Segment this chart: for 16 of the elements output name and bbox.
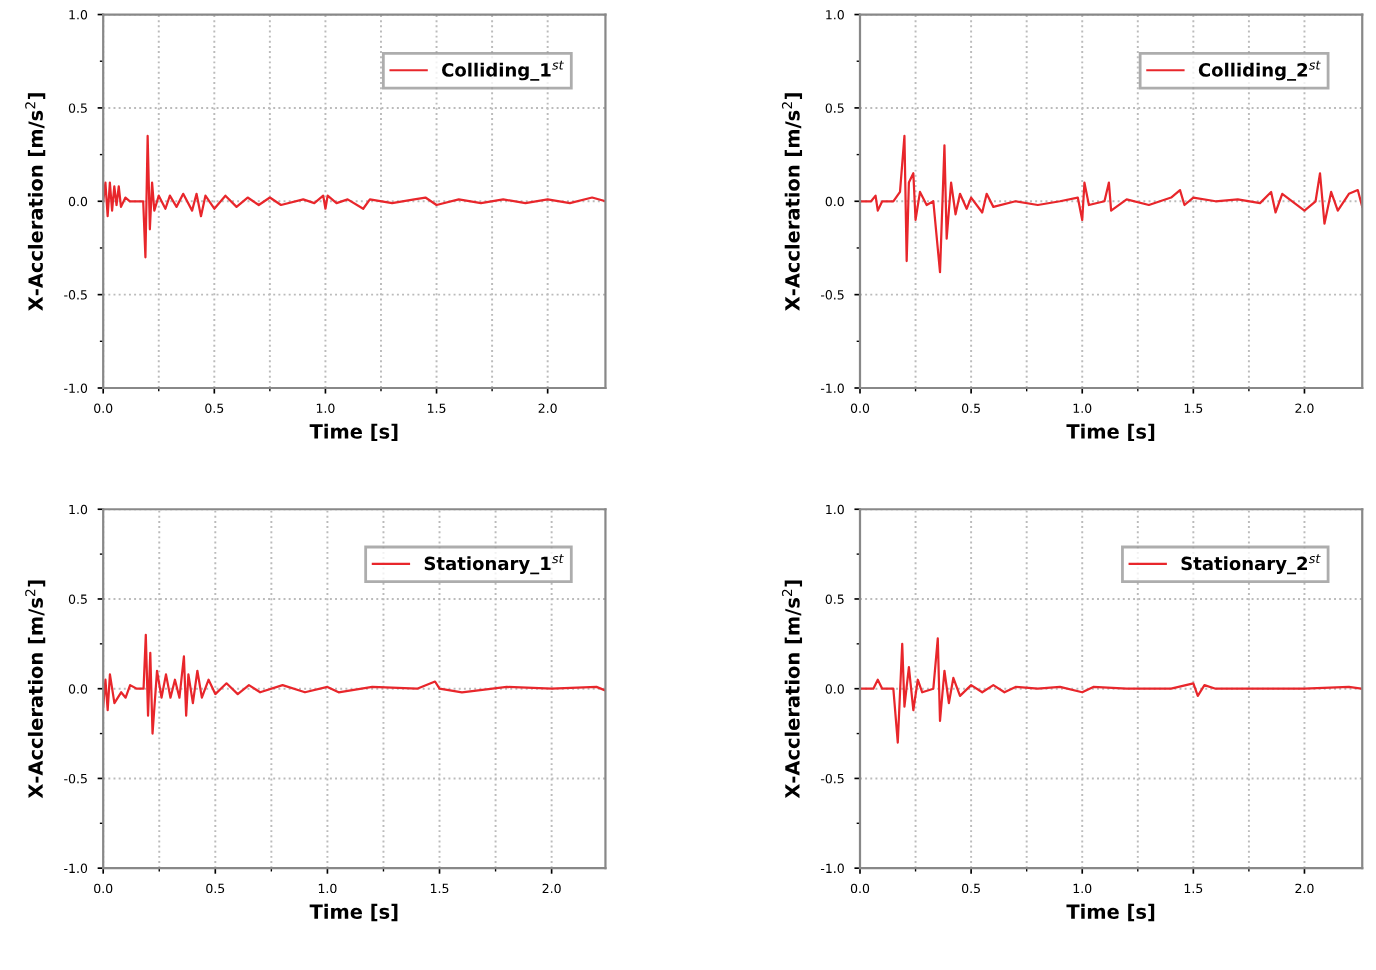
x-axis-title: Time [s] [1066, 423, 1155, 442]
legend-label: Stationary_1$^{st}$ [424, 554, 564, 575]
y-axis-title: X-Accleration [m/s$^{2}$] [781, 580, 803, 799]
legend-label: Colliding_1$^{st}$ [442, 60, 564, 81]
x-axis-title: Time [s] [309, 903, 398, 922]
legend-label: Stationary_2$^{st}$ [1181, 554, 1321, 575]
legend-label: Colliding_2$^{st}$ [1198, 60, 1321, 81]
x-axis-title: Time [s] [1066, 903, 1155, 922]
y-axis-title: X-Accleration [m/s$^{2}$] [25, 93, 46, 311]
x-axis-title: Time [s] [309, 423, 398, 442]
y-axis-title: X-Accleration [m/s$^{2}$] [781, 93, 803, 311]
line-series [103, 134, 606, 259]
line-series [103, 633, 606, 735]
line-series [860, 134, 1363, 274]
line-series [860, 637, 1363, 744]
y-axis-title: X-Accleration [m/s$^{2}$] [25, 580, 46, 799]
